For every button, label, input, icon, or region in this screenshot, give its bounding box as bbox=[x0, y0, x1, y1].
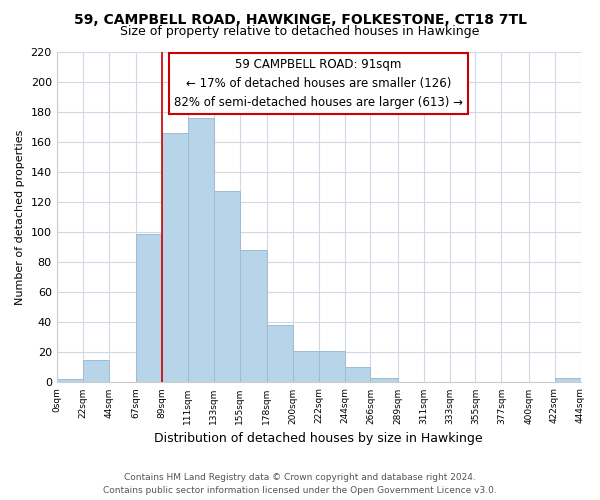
Bar bbox=[293, 351, 319, 382]
Bar bbox=[161, 132, 188, 382]
Bar bbox=[56, 380, 83, 382]
Text: 59 CAMPBELL ROAD: 91sqm
← 17% of detached houses are smaller (126)
82% of semi-d: 59 CAMPBELL ROAD: 91sqm ← 17% of detache… bbox=[174, 58, 463, 109]
Bar bbox=[344, 368, 370, 382]
Text: Size of property relative to detached houses in Hawkinge: Size of property relative to detached ho… bbox=[121, 25, 479, 38]
Bar bbox=[370, 378, 398, 382]
X-axis label: Distribution of detached houses by size in Hawkinge: Distribution of detached houses by size … bbox=[154, 432, 483, 445]
Bar bbox=[83, 360, 109, 382]
Bar bbox=[136, 234, 161, 382]
Bar bbox=[214, 192, 239, 382]
Bar bbox=[554, 378, 581, 382]
Bar bbox=[266, 326, 293, 382]
Bar bbox=[319, 351, 344, 382]
Bar bbox=[239, 250, 266, 382]
Bar bbox=[188, 118, 214, 382]
Text: 59, CAMPBELL ROAD, HAWKINGE, FOLKESTONE, CT18 7TL: 59, CAMPBELL ROAD, HAWKINGE, FOLKESTONE,… bbox=[74, 12, 527, 26]
Y-axis label: Number of detached properties: Number of detached properties bbox=[15, 130, 25, 304]
Text: Contains HM Land Registry data © Crown copyright and database right 2024.
Contai: Contains HM Land Registry data © Crown c… bbox=[103, 474, 497, 495]
